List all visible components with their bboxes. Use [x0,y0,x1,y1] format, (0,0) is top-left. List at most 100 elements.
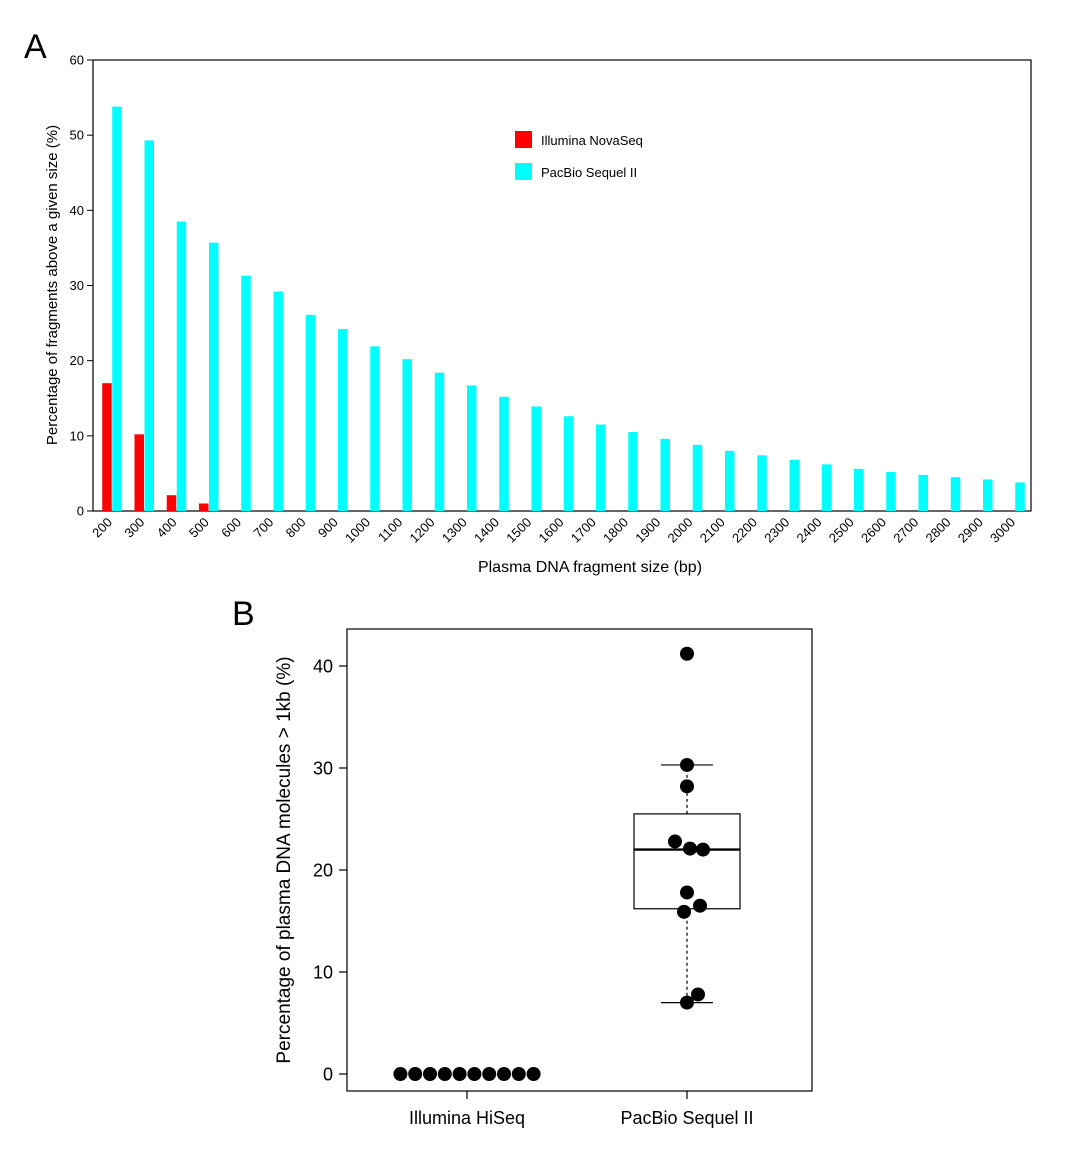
panel-a-plot-frame [92,59,1032,512]
panel-b-y-tick-label: 20 [313,861,333,881]
panel-b-chart: B 0 10 20 30 40 Illumina HiSeq PacBio Sequel … [232,595,813,1128]
point-illumina-hiseq [526,1067,541,1081]
bar-pacbio-sequel-ii-1800 [628,432,638,511]
bar-illumina-novaseq-500 [199,503,209,511]
panel-b-letter: B [232,595,255,633]
panel-a-y-tick-label: 60 [70,53,84,68]
panel-a-y-axis: 0 10 20 30 40 50 60 [70,53,93,519]
panel-a-x-tick-label: 1900 [632,515,663,546]
panel-a-x-tick-label: 800 [283,515,309,541]
panel-a-x-tick-label: 500 [186,515,212,541]
point-pacbio-sequel-ii [680,995,694,1010]
panel-a-y-tick-label: 40 [70,203,84,218]
panel-b-y-axis: 0 10 20 30 40 [313,657,347,1085]
point-pacbio-sequel-ii [680,757,694,772]
point-pacbio-sequel-ii [691,987,705,1002]
bar-pacbio-sequel-ii-2800 [950,477,961,511]
bar-pacbio-sequel-ii-1600 [563,416,574,511]
bar-pacbio-sequel-ii-2700 [918,474,928,511]
bar-illumina-novaseq-300 [134,434,144,511]
panel-a-y-tick-label: 10 [70,428,84,443]
bar-pacbio-sequel-ii-600 [241,275,251,511]
point-pacbio-sequel-ii [696,842,710,857]
bar-pacbio-sequel-ii-1500 [531,406,541,511]
legend-swatch-pacbio-sequel-ii [515,163,532,180]
panel-a-x-tick-label: 1300 [439,515,470,546]
point-pacbio-sequel-ii [677,904,691,919]
point-pacbio-sequel-ii [693,898,707,913]
panel-a-legend: Illumina NovaSeq PacBio Sequel II [515,131,643,180]
bar-pacbio-sequel-ii-1400 [499,396,509,511]
panel-a-x-tick-label: 1100 [375,515,405,545]
bar-pacbio-sequel-ii-200 [112,106,122,511]
panel-a-x-tick-label: 600 [218,515,244,541]
bar-pacbio-sequel-ii-1100 [402,359,412,511]
panel-a-x-tick-label: 2400 [794,515,825,546]
panel-a-chart: A 0 10 20 30 40 50 60 200 300 400 500 600 700 800 900… [24,28,1032,576]
panel-b-y-tick-label: 40 [313,657,333,677]
panel-a-x-tick-label: 2900 [955,515,986,546]
point-illumina-hiseq [423,1067,437,1081]
panel-b-y-axis-label: Percentage of plasma DNA molecules > 1kb… [274,656,295,1063]
bar-pacbio-sequel-ii-900 [338,329,348,511]
bar-pacbio-sequel-ii-2300 [789,459,799,511]
panel-a-bars [102,106,1025,511]
point-illumina-hiseq [497,1067,511,1081]
point-pacbio-sequel-ii [668,834,682,849]
panel-a-y-tick-label: 20 [70,353,84,368]
panel-a-x-tick-label: 300 [121,515,147,541]
point-pacbio-sequel-ii [680,646,694,661]
panel-b-y-tick-label: 30 [313,759,333,779]
bar-pacbio-sequel-ii-500 [209,242,219,511]
point-illumina-hiseq [467,1067,482,1081]
bar-pacbio-sequel-ii-1700 [596,424,606,511]
panel-a-x-tick-label: 400 [154,515,180,541]
point-illumina-hiseq [452,1067,467,1081]
panel-a-x-tick-label: 1400 [471,515,502,546]
panel-b-x-tick-label-illumina-hiseq: Illumina HiSeq [409,1108,525,1128]
panel-a-x-tick-label: 1800 [600,515,631,546]
panel-a-x-tick-label: 2600 [858,515,889,546]
point-pacbio-sequel-ii [680,885,694,900]
panel-a-x-axis: 200 300 400 500 600 700 800 900 1000 1100 1200 1300… [89,515,1018,546]
panel-a-x-tick-label: 900 [315,515,341,541]
point-pacbio-sequel-ii [680,779,694,794]
point-illumina-hiseq [511,1067,526,1081]
bar-pacbio-sequel-ii-2500 [854,468,864,511]
panel-a-x-tick-label: 700 [250,515,276,541]
panel-a-x-tick-label: 2100 [697,515,728,546]
bar-pacbio-sequel-ii-400 [176,221,187,511]
bar-illumina-novaseq-200 [102,383,112,511]
bar-pacbio-sequel-ii-300 [144,140,154,511]
panel-a-x-tick-label: 2700 [890,515,921,546]
panel-a-x-tick-label: 1700 [568,515,599,546]
bar-pacbio-sequel-ii-2100 [725,450,735,511]
panel-a-x-tick-label: 2200 [729,515,760,546]
panel-a-y-axis-label: Percentage of fragments above a given si… [44,125,61,445]
panel-a-x-axis-label: Plasma DNA fragment size (bp) [478,559,702,576]
bar-pacbio-sequel-ii-3000 [1015,482,1025,511]
panel-b-points [393,646,710,1081]
panel-a-x-tick-label: 1000 [342,515,373,546]
panel-a-x-tick-label: 2800 [923,515,954,546]
panel-a-x-tick-label: 2300 [761,515,792,546]
bar-pacbio-sequel-ii-1300 [467,385,477,511]
bar-illumina-novaseq-400 [166,495,177,511]
panel-a-y-tick-label: 0 [77,504,84,519]
point-illumina-hiseq [482,1067,497,1081]
bar-pacbio-sequel-ii-700 [273,291,283,511]
bar-pacbio-sequel-ii-1900 [660,438,670,511]
panel-b-y-tick-label: 10 [313,963,333,983]
point-illumina-hiseq [393,1067,408,1081]
point-pacbio-sequel-ii [683,841,697,856]
bar-pacbio-sequel-ii-2600 [886,471,896,511]
panel-b-x-tick-label-pacbio-sequel-ii: PacBio Sequel II [620,1108,753,1128]
panel-a-x-tick-label: 2500 [826,515,857,546]
panel-b-boxplot [633,764,741,1004]
bar-pacbio-sequel-ii-2200 [757,455,767,511]
legend-label-illumina-novaseq: Illumina NovaSeq [541,133,643,148]
bar-pacbio-sequel-ii-2000 [692,444,703,511]
panel-a-x-tick-label: 1600 [536,515,567,546]
panel-a-x-tick-label: 1200 [407,515,438,546]
